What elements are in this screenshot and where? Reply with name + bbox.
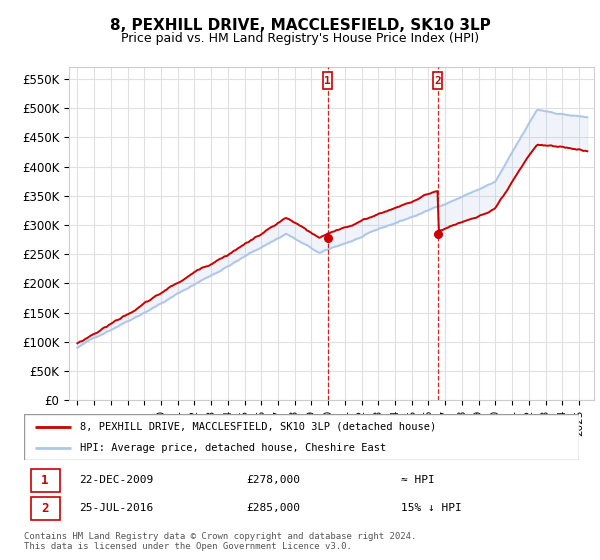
Text: 1: 1 [41, 474, 49, 487]
Text: 15% ↓ HPI: 15% ↓ HPI [401, 503, 462, 514]
Bar [433, 72, 442, 90]
Text: Price paid vs. HM Land Registry's House Price Index (HPI): Price paid vs. HM Land Registry's House … [121, 32, 479, 45]
Text: 2: 2 [434, 76, 441, 86]
Text: 8, PEXHILL DRIVE, MACCLESFIELD, SK10 3LP: 8, PEXHILL DRIVE, MACCLESFIELD, SK10 3LP [110, 18, 490, 33]
Bar [323, 72, 332, 90]
FancyBboxPatch shape [24, 414, 579, 460]
Text: 2: 2 [41, 502, 49, 515]
Text: £278,000: £278,000 [246, 475, 300, 485]
Text: ≈ HPI: ≈ HPI [401, 475, 435, 485]
Text: 25-JUL-2016: 25-JUL-2016 [79, 503, 154, 514]
Text: £285,000: £285,000 [246, 503, 300, 514]
FancyBboxPatch shape [31, 497, 59, 520]
Text: HPI: Average price, detached house, Cheshire East: HPI: Average price, detached house, Ches… [79, 443, 386, 453]
Text: 22-DEC-2009: 22-DEC-2009 [79, 475, 154, 485]
Text: 1: 1 [324, 76, 331, 86]
Text: Contains HM Land Registry data © Crown copyright and database right 2024.
This d: Contains HM Land Registry data © Crown c… [24, 532, 416, 552]
FancyBboxPatch shape [31, 469, 59, 492]
Text: 8, PEXHILL DRIVE, MACCLESFIELD, SK10 3LP (detached house): 8, PEXHILL DRIVE, MACCLESFIELD, SK10 3LP… [79, 422, 436, 432]
